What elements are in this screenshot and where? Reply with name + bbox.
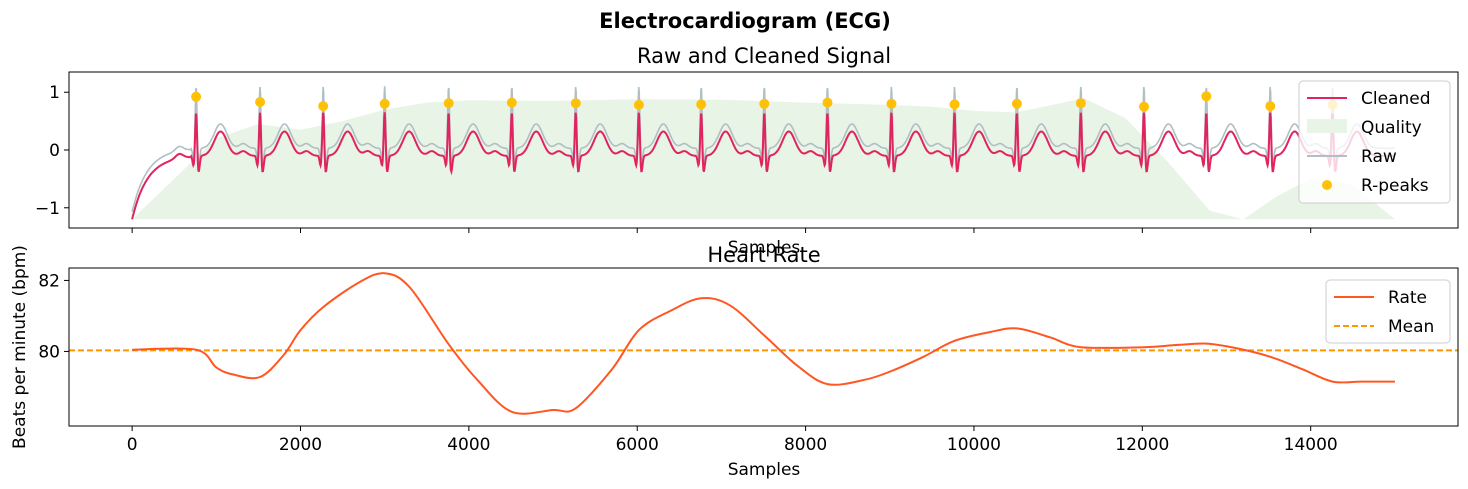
figure-suptitle: Electrocardiogram (ECG) [599, 9, 891, 33]
rpeak-marker [633, 99, 644, 110]
legend-quality-label: Quality [1361, 118, 1422, 138]
heart-rate-x-tick-label: 10000 [947, 435, 1001, 455]
rpeak-marker [696, 99, 707, 110]
rpeak-marker [949, 99, 960, 110]
rpeak-marker [1075, 98, 1086, 109]
signal-y-tick-label: −1 [35, 199, 60, 219]
heart-rate-plot-area [69, 272, 1458, 415]
heart-rate-x-axis: 0 2000 4000 6000 8000 10000 12000 14000 [127, 426, 1338, 455]
signal-x-axis [131, 228, 1312, 233]
heart-rate-legend-box [1325, 279, 1451, 344]
signal-panel-title: Raw and Cleaned Signal [637, 44, 891, 68]
rpeak-marker [191, 91, 202, 102]
heart-rate-x-tick-label: 0 [127, 435, 138, 455]
heart-rate-panel: Heart Rate 80 82 0 2000 4000 6000 8000 10000 12… [10, 243, 1459, 480]
signal-x-axis-label: Samples [728, 238, 801, 258]
rpeak-marker [1265, 101, 1276, 112]
rpeak-marker [570, 98, 581, 109]
heart-rate-x-tick-label: 2000 [279, 435, 322, 455]
rpeak-marker [759, 98, 770, 109]
rpeak-marker [886, 98, 897, 109]
heart-rate-y-axis-label: Beats per minute (bpm) [10, 245, 30, 449]
signal-plot-area [131, 86, 1395, 220]
rpeak-marker [1201, 91, 1212, 102]
heart-rate-legend: Rate Mean [1325, 279, 1451, 344]
heart-rate-x-tick-label: 14000 [1284, 435, 1338, 455]
rpeak-marker [318, 101, 329, 112]
legend-mean-label: Mean [1388, 317, 1434, 337]
signal-legend-box [1298, 80, 1451, 204]
heart-rate-y-tick-label: 80 [38, 342, 60, 362]
rpeak-marker [506, 97, 517, 108]
heart-rate-panel-frame [68, 267, 1459, 427]
rpeak-marker [443, 98, 454, 109]
signal-y-tick-label: 1 [49, 83, 60, 103]
rpeak-marker [1011, 98, 1022, 109]
heart-rate-x-tick-label: 12000 [1115, 435, 1169, 455]
signal-y-tick-label: 0 [49, 141, 60, 161]
rpeak-marker [255, 97, 266, 107]
heart-rate-x-tick-label: 6000 [616, 435, 659, 455]
signal-y-axis: −1 0 1 [35, 83, 69, 219]
signal-legend: Cleaned Quality Raw R-peaks [1298, 80, 1451, 204]
signal-panel: Raw and Cleaned Signal −1 0 1 Samples Clea… [35, 44, 1459, 258]
heart-rate-x-tick-label: 4000 [447, 435, 490, 455]
legend-cleaned-label: Cleaned [1361, 89, 1431, 109]
cleaned-signal-line [131, 112, 1395, 220]
heart-rate-x-axis-label: Samples [728, 460, 801, 480]
rpeak-marker [1139, 101, 1149, 112]
heart-rate-x-tick-label: 8000 [784, 435, 827, 455]
rpeak-marker [822, 97, 833, 108]
heart-rate-panel-title: Heart Rate [707, 243, 820, 267]
heart-rate-y-tick-label: 82 [38, 271, 60, 291]
legend-quality-swatch [1307, 119, 1347, 133]
legend-rate-label: Rate [1388, 288, 1427, 308]
heart-rate-y-axis: 80 82 [38, 271, 69, 362]
legend-rpeaks-label: R-peaks [1361, 176, 1429, 196]
legend-raw-label: Raw [1361, 147, 1397, 167]
rpeak-marker [379, 98, 390, 109]
legend-rpeaks-swatch [1322, 180, 1332, 190]
heart-rate-line [132, 272, 1395, 415]
